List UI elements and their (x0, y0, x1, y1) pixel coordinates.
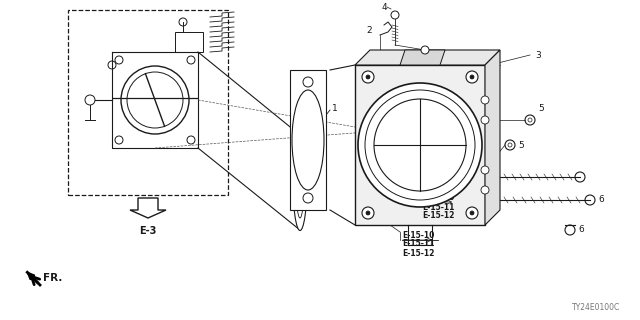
Text: 6: 6 (578, 226, 584, 235)
Text: FR.: FR. (43, 273, 62, 283)
Text: E-3: E-3 (140, 226, 157, 236)
Polygon shape (400, 50, 445, 65)
Circle shape (565, 225, 575, 235)
Circle shape (470, 75, 474, 79)
Text: 2: 2 (366, 26, 372, 35)
Circle shape (303, 77, 313, 87)
Circle shape (505, 140, 515, 150)
Text: E-15-11: E-15-11 (402, 239, 435, 249)
Text: 5: 5 (518, 140, 524, 149)
Circle shape (466, 207, 478, 219)
Circle shape (366, 75, 370, 79)
Text: 6: 6 (598, 196, 604, 204)
Ellipse shape (292, 90, 324, 190)
Text: E-15-11: E-15-11 (422, 203, 454, 212)
Polygon shape (130, 198, 166, 218)
Text: 5: 5 (538, 103, 544, 113)
Circle shape (187, 136, 195, 144)
Circle shape (85, 95, 95, 105)
Circle shape (108, 61, 116, 69)
Text: 3: 3 (535, 51, 541, 60)
Polygon shape (355, 50, 500, 65)
Text: E-15-12: E-15-12 (402, 249, 435, 258)
Circle shape (303, 193, 313, 203)
Circle shape (115, 56, 123, 64)
Text: TY24E0100C: TY24E0100C (572, 303, 620, 312)
Circle shape (179, 18, 187, 26)
Text: 1: 1 (332, 103, 338, 113)
Circle shape (466, 71, 478, 83)
Text: E-15-10: E-15-10 (422, 194, 454, 203)
Polygon shape (485, 50, 500, 225)
Circle shape (575, 172, 585, 182)
Circle shape (115, 136, 123, 144)
Circle shape (421, 46, 429, 54)
Text: E-15-10: E-15-10 (402, 230, 435, 239)
Circle shape (481, 186, 489, 194)
Circle shape (362, 207, 374, 219)
Text: B-1: B-1 (449, 164, 465, 173)
Circle shape (366, 211, 370, 215)
Circle shape (481, 166, 489, 174)
Circle shape (374, 99, 466, 191)
Circle shape (391, 11, 399, 19)
Circle shape (358, 83, 482, 207)
Bar (68, 10, 228, 195)
Circle shape (481, 96, 489, 104)
Polygon shape (290, 70, 326, 210)
Circle shape (362, 71, 374, 83)
Polygon shape (355, 65, 485, 225)
Circle shape (585, 195, 595, 205)
Ellipse shape (293, 135, 307, 230)
Text: 4: 4 (381, 3, 387, 12)
Polygon shape (28, 272, 35, 280)
Circle shape (470, 211, 474, 215)
Circle shape (481, 116, 489, 124)
Circle shape (187, 56, 195, 64)
Text: E-15-12: E-15-12 (422, 212, 454, 220)
Circle shape (525, 115, 535, 125)
